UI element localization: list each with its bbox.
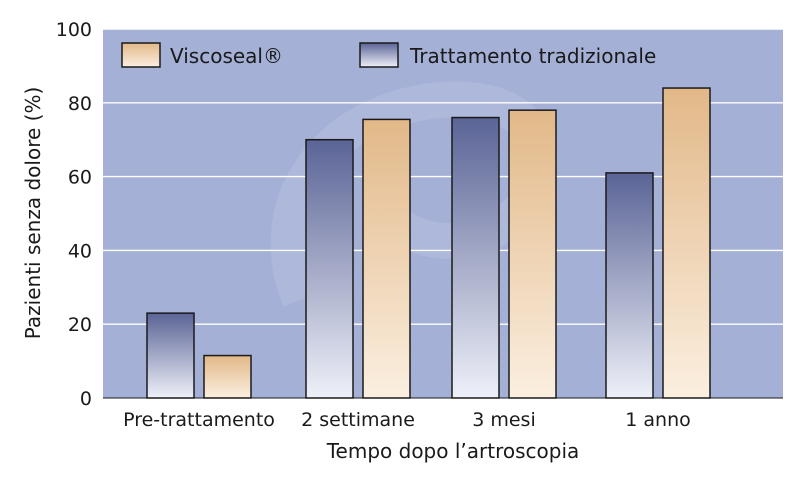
x-tick-label: 1 anno xyxy=(625,409,690,431)
legend-label-viscoseal: Viscoseal® xyxy=(170,44,283,68)
x-tick-label: 2 settimane xyxy=(301,409,415,431)
bar-viscoseal xyxy=(203,354,252,399)
x-tick-label: Pre-trattamento xyxy=(123,409,275,431)
bar-viscoseal xyxy=(362,118,411,399)
bar-viscoseal xyxy=(508,109,557,399)
x-tick-labels: Pre-trattamento 2 settimane 3 mesi 1 anno xyxy=(123,409,691,431)
x-axis-title: Tempo dopo l’artroscopia xyxy=(326,439,580,463)
bar-tradizionale xyxy=(305,138,354,399)
y-tick-label: 100 xyxy=(56,19,92,41)
bars xyxy=(146,87,711,399)
legend-swatch-viscoseal xyxy=(121,42,161,68)
y-tick-label: 20 xyxy=(68,314,92,336)
y-axis-title: Pazienti senza dolore (%) xyxy=(21,87,45,340)
bar-tradizionale xyxy=(605,172,654,399)
legend-label-tradizionale: Trattamento tradizionale xyxy=(409,44,656,68)
y-tick-label: 40 xyxy=(68,240,92,262)
bar-tradizionale xyxy=(451,116,500,399)
y-tick-label: 80 xyxy=(68,93,92,115)
bar-viscoseal xyxy=(662,87,711,399)
y-tick-labels: 0 20 40 60 80 100 xyxy=(56,19,92,410)
x-tick-label: 3 mesi xyxy=(472,409,536,431)
legend-swatch-tradizionale xyxy=(359,42,399,68)
bar-tradizionale xyxy=(146,312,195,399)
legend: Viscoseal® Trattamento tradizionale xyxy=(121,42,656,68)
y-tick-label: 0 xyxy=(80,388,92,410)
y-tick-label: 60 xyxy=(68,167,92,189)
